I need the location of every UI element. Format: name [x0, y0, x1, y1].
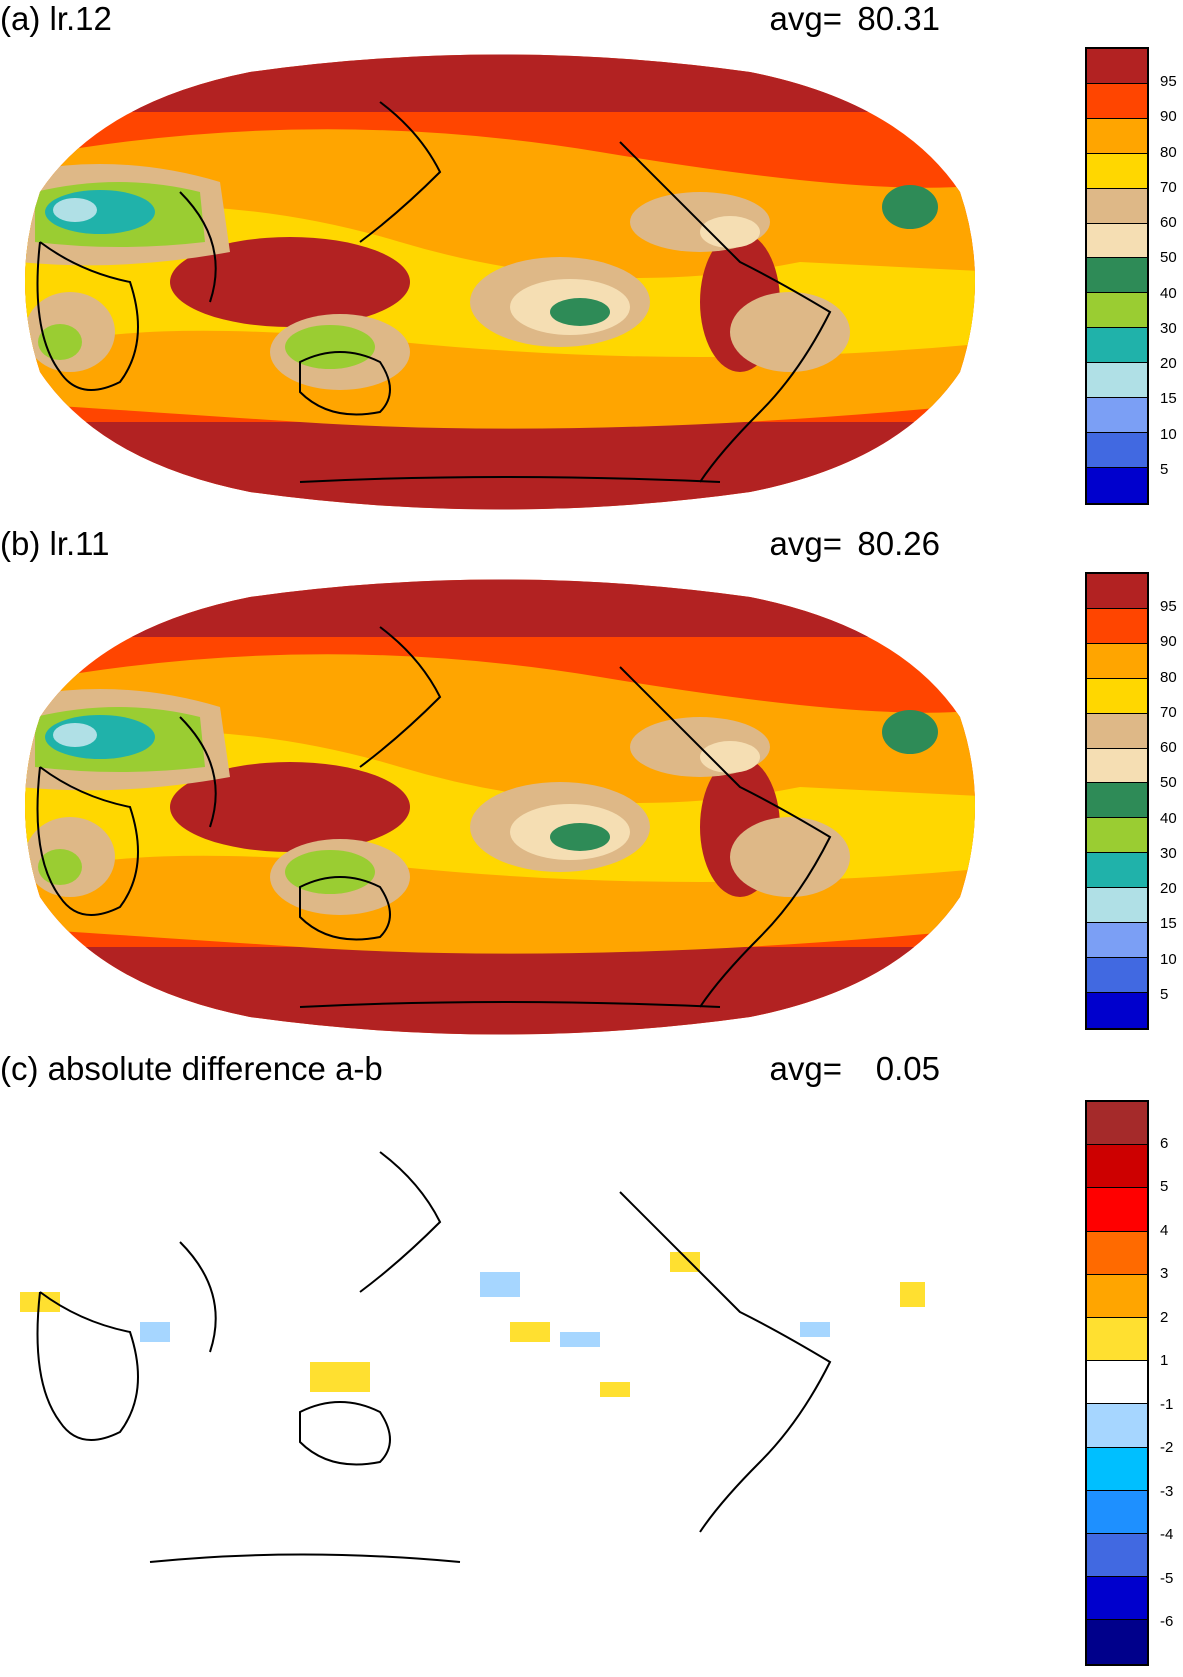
- colorbar-segment: [1087, 818, 1147, 854]
- colorbar-segment: [1087, 888, 1147, 924]
- colorbar-difference: [1085, 1100, 1149, 1666]
- colorbar-ticks-b: 95 90 80 70 60 50 40 30 20 15 10 5: [1160, 572, 1183, 1030]
- colorbar-tick-label: 70: [1160, 178, 1177, 196]
- colorbar-tick-label: 70: [1160, 703, 1177, 721]
- colorbar-segment: [1087, 49, 1147, 84]
- colorbar-segment: [1087, 293, 1147, 329]
- avg-label: avg=: [769, 525, 842, 562]
- colorbar-tick-label: 5: [1160, 985, 1169, 1003]
- colorbar-tick-label: 40: [1160, 809, 1177, 827]
- colorbar-segment: [1087, 188, 1147, 224]
- colorbar-segment: [1087, 783, 1147, 819]
- colorbar-segment: [1087, 643, 1147, 679]
- colorbar-tick-label: -1: [1160, 1395, 1174, 1413]
- avg-label: avg=: [769, 0, 842, 37]
- colorbar-segment: [1087, 328, 1147, 364]
- colorbar-segment: [1087, 363, 1147, 399]
- colorbar-segment: [1087, 923, 1147, 958]
- colorbar-tick-label: 10: [1160, 425, 1177, 443]
- colorbar-segment: [1087, 1534, 1147, 1578]
- colorbar-tick-label: 6: [1160, 1134, 1169, 1152]
- colorbar-segment: [1087, 118, 1147, 154]
- colorbar-segment: [1087, 1447, 1147, 1491]
- colorbar-segment: [1087, 1361, 1147, 1405]
- colorbar-segment: [1087, 992, 1147, 1028]
- colorbar-segment: [1087, 467, 1147, 503]
- colorbar-tick-label: 90: [1160, 633, 1177, 651]
- panel-a: (a) lr.12 avg= 80.31: [0, 0, 1183, 520]
- colorbar-segment: [1087, 1274, 1147, 1319]
- colorbar-tick-label: -3: [1160, 1482, 1174, 1500]
- colorbar-ticks-a: 95 90 80 70 60 50 40 30 20 15 10 5: [1160, 47, 1183, 505]
- colorbar-tick-label: 60: [1160, 214, 1177, 232]
- colorbar-tick-label: 20: [1160, 355, 1177, 373]
- colorbar-tick-label: 40: [1160, 284, 1177, 302]
- map-cloud-lr12: [25, 54, 975, 510]
- colorbar-tick-label: 1: [1160, 1352, 1169, 1370]
- avg-value: 80.31: [857, 0, 940, 37]
- colorbar-segment: [1087, 1577, 1147, 1621]
- colorbar-tick-label: 30: [1160, 844, 1177, 862]
- panel-b: (b) lr.11 avg= 80.26: [0, 525, 1183, 1045]
- map-difference: [20, 1151, 925, 1563]
- colorbar-segment: [1087, 853, 1147, 889]
- colorbar-segment: [1087, 1145, 1147, 1189]
- colorbar-tick-label: 90: [1160, 108, 1177, 126]
- colorbar-segment: [1087, 608, 1147, 644]
- colorbar-segment: [1087, 574, 1147, 609]
- colorbar-tick-label: 5: [1160, 460, 1169, 478]
- colorbar-tick-label: -2: [1160, 1439, 1174, 1457]
- colorbar-cloud-a: [1085, 47, 1149, 505]
- colorbar-tick-label: 95: [1160, 73, 1177, 91]
- colorbar-tick-label: 15: [1160, 390, 1177, 408]
- panel-title: (c) absolute difference a-b: [0, 1050, 383, 1087]
- avg-readout: avg= 80.26: [770, 525, 940, 563]
- colorbar-segment: [1087, 1318, 1147, 1362]
- colorbar-segment: [1087, 1620, 1147, 1664]
- colorbar-segment: [1087, 678, 1147, 714]
- panel-c: (c) absolute difference a-b avg= 0.05: [0, 1050, 1183, 1675]
- colorbar-segment: [1087, 1188, 1147, 1232]
- colorbar-segment: [1087, 957, 1147, 993]
- colorbar-segment: [1087, 1102, 1147, 1146]
- colorbar-segment: [1087, 83, 1147, 119]
- colorbar-segment: [1087, 1404, 1147, 1448]
- colorbar-tick-label: 95: [1160, 598, 1177, 616]
- colorbar-tick-label: 80: [1160, 143, 1177, 161]
- colorbar-tick-label: 10: [1160, 950, 1177, 968]
- colorbar-tick-label: 20: [1160, 880, 1177, 898]
- colorbar-segment: [1087, 713, 1147, 749]
- avg-readout: avg= 80.31: [770, 0, 940, 38]
- colorbar-segment: [1087, 748, 1147, 784]
- colorbar-tick-label: -5: [1160, 1569, 1174, 1587]
- colorbar-tick-label: 3: [1160, 1265, 1169, 1283]
- colorbar-segment: [1087, 1231, 1147, 1275]
- colorbar-segment: [1087, 398, 1147, 433]
- colorbar-tick-label: 60: [1160, 739, 1177, 757]
- colorbar-tick-label: 2: [1160, 1308, 1169, 1326]
- colorbar-cloud-b: [1085, 572, 1149, 1030]
- colorbar-tick-label: 80: [1160, 668, 1177, 686]
- colorbar-tick-label: 5: [1160, 1178, 1169, 1196]
- map-cloud-lr11: [25, 579, 975, 1035]
- colorbar-segment: [1087, 432, 1147, 468]
- colorbar-segment: [1087, 1490, 1147, 1535]
- colorbar-tick-label: 4: [1160, 1221, 1169, 1239]
- colorbar-tick-label: 50: [1160, 249, 1177, 267]
- colorbar-tick-label: 50: [1160, 774, 1177, 792]
- colorbar-tick-label: 30: [1160, 319, 1177, 337]
- colorbar-tick-label: 15: [1160, 915, 1177, 933]
- panel-title: (a) lr.12: [0, 0, 112, 37]
- colorbar-segment: [1087, 258, 1147, 294]
- avg-label: avg=: [769, 1050, 842, 1087]
- avg-value: 0.05: [875, 1050, 940, 1087]
- colorbar-segment: [1087, 223, 1147, 259]
- colorbar-tick-label: -6: [1160, 1613, 1174, 1631]
- panel-title: (b) lr.11: [0, 525, 110, 562]
- avg-value: 80.26: [857, 525, 940, 562]
- colorbar-segment: [1087, 153, 1147, 189]
- colorbar-ticks-c: 6 5 4 3 2 1 -1 -2 -3 -4 -5 -6: [1160, 1100, 1183, 1666]
- colorbar-tick-label: -4: [1160, 1526, 1174, 1544]
- avg-readout: avg= 0.05: [770, 1050, 940, 1088]
